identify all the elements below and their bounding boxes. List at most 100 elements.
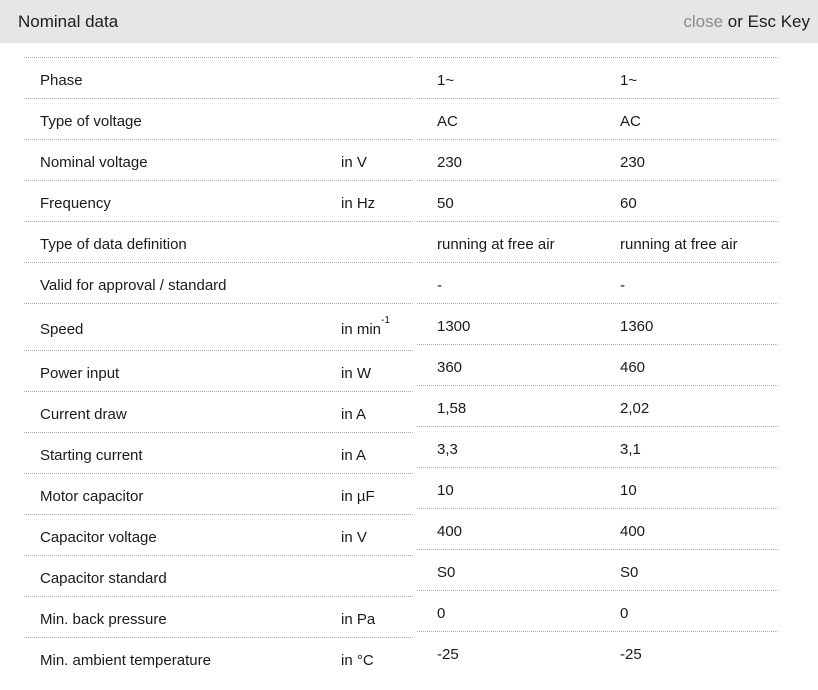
table-row-values: 400 400 <box>417 508 778 549</box>
table-row-values: -25 -25 <box>417 631 778 672</box>
row-value-2: running at free air <box>620 236 738 253</box>
table-row-values: 1~ 1~ <box>417 57 778 98</box>
row-value-2: 3,1 <box>620 441 641 458</box>
row-value-1: 0 <box>437 605 446 622</box>
row-value-1: 50 <box>437 195 454 212</box>
row-label: Capacitor standard <box>40 570 167 587</box>
row-value-2: 460 <box>620 359 646 376</box>
row-value-1: 10 <box>437 482 454 499</box>
row-value-2: AC <box>620 113 641 130</box>
row-label: Min. ambient temperature <box>40 652 211 669</box>
table-row: Min. back pressure in Pa <box>24 596 413 637</box>
table-row: Min. ambient temperature in °C <box>24 637 413 678</box>
table-row: Starting current in A <box>24 432 413 473</box>
dialog-header: Nominal data close or Esc Key <box>0 0 818 43</box>
row-unit: in °C <box>341 652 413 669</box>
table-row: Type of data definition <box>24 221 413 262</box>
row-unit-text: in min <box>341 321 382 338</box>
row-value-1: running at free air <box>437 236 555 253</box>
row-label: Starting current <box>40 447 143 464</box>
close-hint: or Esc Key <box>723 11 810 31</box>
row-label: Power input <box>40 365 120 382</box>
table-row: Valid for approval / standard <box>24 262 413 303</box>
row-value-2: 60 <box>620 195 637 212</box>
table-row: Current draw in A <box>24 391 413 432</box>
row-unit-text: in A <box>341 447 367 464</box>
row-unit: in V <box>341 529 413 546</box>
row-unit-text: in °C <box>341 652 374 669</box>
row-unit-text: in Hz <box>341 195 376 212</box>
row-unit: in A <box>341 447 413 464</box>
row-unit-text: in Pa <box>341 611 376 628</box>
nominal-data-table-labels: Phase Type of voltage Nominal voltage in V F… <box>24 57 413 678</box>
row-label: Current draw <box>40 406 127 423</box>
close-link[interactable]: close <box>683 11 724 31</box>
table-row-values: -- <box>417 262 778 303</box>
row-value-1: 1300 <box>437 318 471 335</box>
row-label: Phase <box>40 72 83 89</box>
row-value-2: 400 <box>620 523 646 540</box>
table-row: Type of voltage <box>24 98 413 139</box>
row-unit-text: in V <box>341 154 367 171</box>
row-unit-text: in A <box>341 406 367 423</box>
row-value-2: 0 <box>620 605 629 622</box>
row-unit: in Hz <box>341 195 413 212</box>
row-label: Min. back pressure <box>40 611 167 628</box>
nominal-data-table-values: 1~ 1~ AC AC 230 230 50 60 running at free air run… <box>417 57 778 672</box>
row-value-2: 1360 <box>620 318 654 335</box>
row-value-1: - <box>437 277 442 294</box>
table-row-values: 230 230 <box>417 139 778 180</box>
row-value-2: -25 <box>620 646 642 663</box>
row-value-1: 230 <box>437 154 463 171</box>
table-row-values: 1300 1360 <box>417 303 778 344</box>
row-value-1: 1,58 <box>437 400 467 417</box>
row-unit: in min-1 <box>341 316 413 339</box>
table-row-values: running at free air running at free air <box>417 221 778 262</box>
row-label: Motor capacitor <box>40 488 144 505</box>
close-controls: close or Esc Key <box>683 12 810 32</box>
table-row: Capacitor voltage in V <box>24 514 413 555</box>
row-label: Speed <box>40 321 84 338</box>
table-row-values: 50 60 <box>417 180 778 221</box>
table-row-values: 3,3 3,1 <box>417 426 778 467</box>
row-unit-superscript: -1 <box>381 315 390 326</box>
row-label: Frequency <box>40 195 111 212</box>
row-label: Nominal voltage <box>40 154 148 171</box>
row-value-2: - <box>620 277 625 294</box>
row-value-2: 230 <box>620 154 646 171</box>
table-row-values: 10 10 <box>417 467 778 508</box>
table-row-values: 1,58 2,02 <box>417 385 778 426</box>
row-value-2: 2,02 <box>620 400 650 417</box>
row-value-1: 400 <box>437 523 463 540</box>
row-unit: in µF <box>341 488 413 505</box>
row-unit: in A <box>341 406 413 423</box>
table-row-values: S0 S0 <box>417 549 778 590</box>
row-value-1: AC <box>437 113 458 130</box>
row-unit: in Pa <box>341 611 413 628</box>
row-value-1: -25 <box>437 646 459 663</box>
row-value-1: 3,3 <box>437 441 458 458</box>
row-unit: in W <box>341 365 413 382</box>
row-value-1: 360 <box>437 359 463 376</box>
table-row-values: AC AC <box>417 98 778 139</box>
dialog-title: Nominal data <box>18 11 119 31</box>
row-value-2: 1~ <box>620 72 638 89</box>
row-unit: in V <box>341 154 413 171</box>
table-row: Frequency in Hz <box>24 180 413 221</box>
table-row: Power input in W <box>24 350 413 391</box>
row-value-1: S0 <box>437 564 456 581</box>
row-value-2: 10 <box>620 482 637 499</box>
row-value-2: S0 <box>620 564 639 581</box>
row-value-1: 1~ <box>437 72 455 89</box>
row-label: Type of data definition <box>40 236 187 253</box>
table-row: Motor capacitor in µF <box>24 473 413 514</box>
table-row: Nominal voltage in V <box>24 139 413 180</box>
table-row: Speed in min-1 <box>24 303 413 350</box>
row-label: Type of voltage <box>40 113 142 130</box>
row-label: Valid for approval / standard <box>40 277 227 294</box>
row-unit-text: in V <box>341 529 367 546</box>
table-row: Phase <box>24 57 413 98</box>
row-label: Capacitor voltage <box>40 529 157 546</box>
